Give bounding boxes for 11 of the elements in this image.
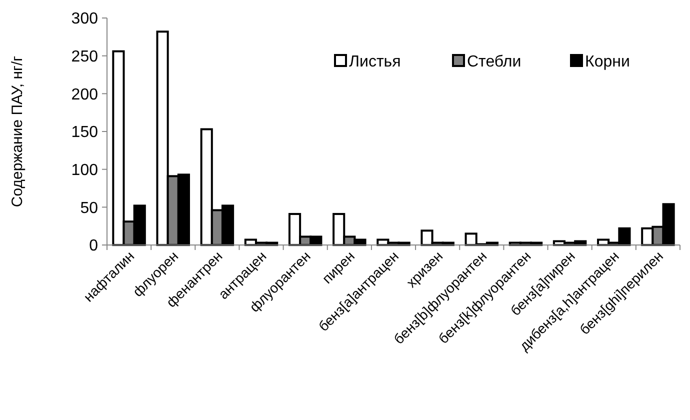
y-axis-title: Содержание ПАУ, нг/г bbox=[9, 55, 26, 208]
legend-label: Стебли bbox=[467, 54, 522, 71]
y-tick-label: 250 bbox=[71, 48, 98, 66]
y-tick-label: 50 bbox=[80, 200, 98, 217]
y-tick-label: 200 bbox=[71, 86, 98, 104]
y-tick-label: 150 bbox=[71, 124, 98, 142]
y-tick-label: 0 bbox=[89, 238, 98, 255]
y-tick-label: 100 bbox=[71, 162, 98, 179]
legend-label: Корни bbox=[585, 54, 630, 71]
legend-label: Листья bbox=[349, 54, 401, 71]
y-tick-label: 300 bbox=[71, 10, 98, 28]
